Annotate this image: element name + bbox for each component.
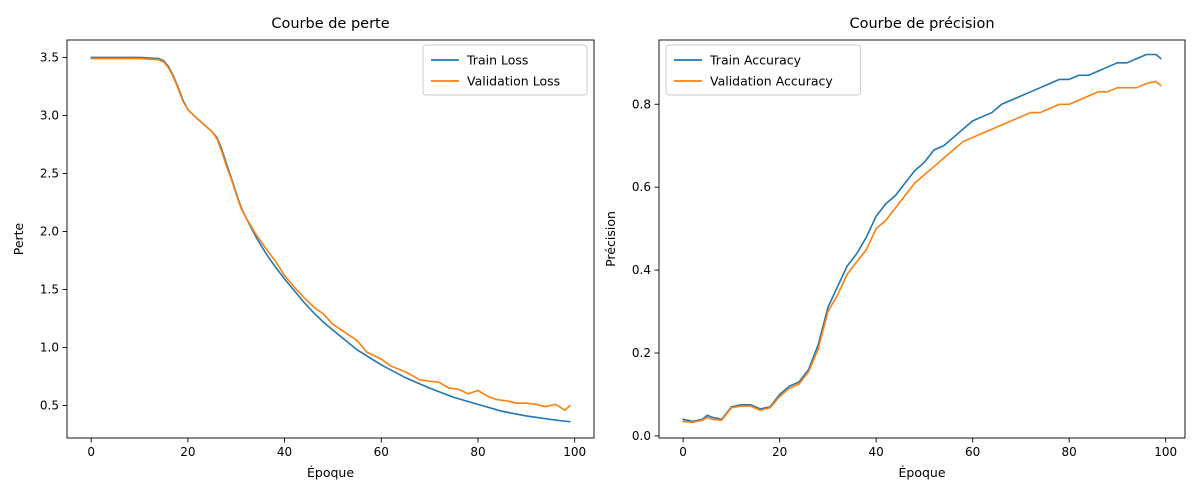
legend-box	[665, 44, 861, 96]
y-axis-label: Précision	[603, 211, 618, 267]
legend-label-1: Train Accuracy	[709, 53, 802, 68]
x-tick-label: 100	[563, 445, 586, 459]
y-axis-label: Perte	[11, 222, 26, 255]
chart-title: Courbe de perte	[271, 16, 389, 32]
x-tick-label: 20	[180, 445, 195, 459]
axes-frame	[66, 39, 595, 439]
x-tick-label: 20	[772, 445, 787, 459]
series-line-2	[90, 57, 571, 411]
series-line-1	[90, 56, 571, 423]
x-tick-label: 0	[679, 445, 687, 459]
y-tick-label: 0.8	[632, 97, 651, 111]
legend-label-2: Validation Loss	[467, 74, 560, 89]
legend: Train Accuracy Validation Accuracy	[665, 44, 861, 96]
y-tick-label: 0.0	[632, 429, 651, 443]
legend-label-1: Train Loss	[466, 53, 528, 68]
series-group	[90, 56, 571, 423]
legend-box	[422, 44, 588, 96]
y-tick-label: 0.5	[40, 399, 59, 413]
y-tick-label: 1.5	[40, 282, 59, 296]
x-tick-label: 60	[965, 445, 980, 459]
x-tick-label: 40	[277, 445, 292, 459]
legend-label-2: Validation Accuracy	[710, 74, 833, 89]
x-tick-label: 40	[869, 445, 884, 459]
y-tick-label: 0.4	[632, 263, 651, 277]
y-tick-label: 0.6	[632, 180, 651, 194]
y-tick-label: 0.2	[632, 346, 651, 360]
x-tick-label: 100	[1154, 445, 1177, 459]
axes-frame	[658, 39, 1186, 439]
chart-1: Courbe de perte 0 20 40 60 80 100 0.5 1.0 1.5 2.0 2…	[11, 16, 595, 480]
chart-2: Courbe de précision 0 20 40 60 80 100 0.0 0.2 0.4…	[603, 16, 1186, 480]
x-tick-label: 80	[470, 445, 485, 459]
x-axis-label: Époque	[307, 465, 354, 480]
x-axis-label: Époque	[898, 465, 945, 480]
x-tick-label: 80	[1062, 445, 1077, 459]
x-tick-label: 60	[374, 445, 389, 459]
series-group	[682, 53, 1162, 424]
x-tick-label: 0	[87, 445, 95, 459]
legend: Train Loss Validation Loss	[422, 44, 588, 96]
series-line-1	[682, 53, 1162, 423]
y-tick-label: 1.0	[40, 340, 59, 354]
y-tick-label: 2.0	[40, 224, 59, 238]
y-tick-label: 3.5	[40, 50, 59, 64]
chart-title: Courbe de précision	[849, 16, 994, 32]
y-tick-label: 2.5	[40, 166, 59, 180]
y-tick-label: 3.0	[40, 108, 59, 122]
series-line-2	[682, 80, 1162, 424]
